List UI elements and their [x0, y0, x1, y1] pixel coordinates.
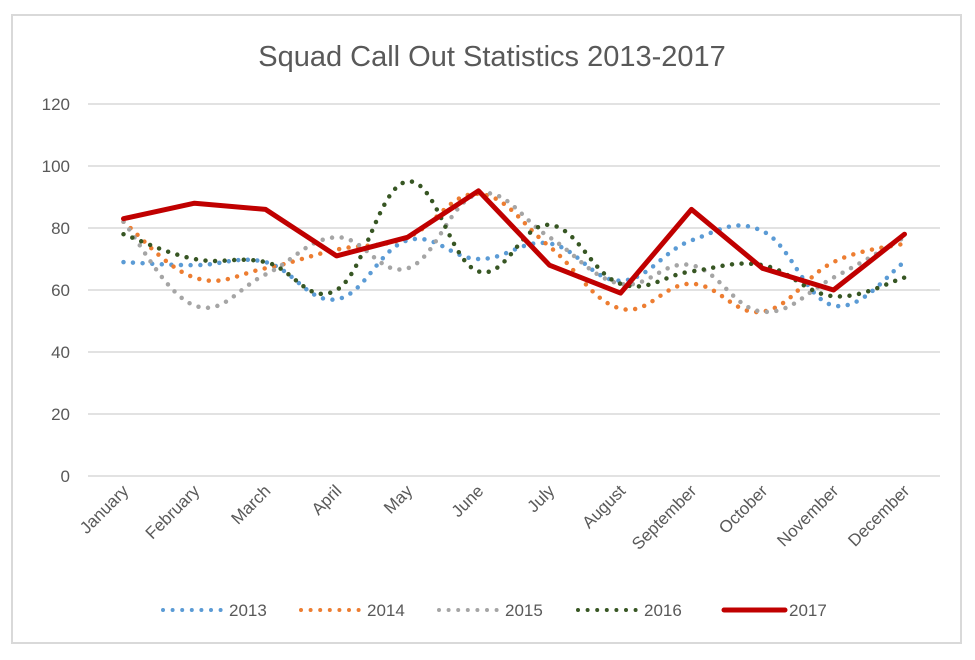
x-axis-ticks: January February March April May June July Augu…: [76, 481, 913, 554]
legend-label: 2013: [229, 601, 267, 620]
series-group: [121, 179, 907, 315]
y-tick-label: 40: [51, 343, 70, 362]
legend: 2013 2014 2015 2016 2017: [161, 601, 827, 620]
x-tick-label: March: [227, 481, 274, 528]
y-tick-label: 100: [42, 157, 70, 176]
x-tick-label: January: [76, 481, 133, 538]
legend-label: 2014: [367, 601, 405, 620]
x-tick-label: November: [773, 481, 842, 550]
y-tick-label: 20: [51, 405, 70, 424]
x-tick-label: July: [524, 481, 559, 516]
chart-title: Squad Call Out Statistics 2013-2017: [258, 41, 726, 73]
series-line-2016: [121, 179, 907, 299]
series-2016: [121, 179, 907, 299]
x-tick-label: December: [844, 481, 913, 550]
series-line-2015: [121, 190, 907, 314]
series-2013: [121, 223, 907, 309]
legend-item-2015: 2015: [437, 601, 543, 620]
legend-label: 2016: [644, 601, 682, 620]
legend-label: 2017: [789, 601, 827, 620]
chart-frame: [11, 14, 962, 644]
x-tick-label: May: [380, 481, 416, 517]
series-line-2017: [121, 188, 907, 296]
x-tick-label: June: [448, 481, 488, 521]
x-tick-label: April: [308, 481, 345, 518]
legend-label: 2015: [505, 601, 543, 620]
x-tick-label: October: [715, 481, 771, 537]
x-tick-label: September: [628, 481, 700, 553]
y-tick-label: 0: [61, 467, 70, 486]
x-tick-label: February: [142, 481, 204, 543]
legend-item-2016: 2016: [576, 601, 682, 620]
legend-item-2013: 2013: [161, 601, 267, 620]
series-2017: [121, 188, 907, 296]
series-line-2013: [121, 223, 907, 309]
y-tick-label: 60: [51, 281, 70, 300]
legend-item-2014: 2014: [299, 601, 405, 620]
y-axis-ticks: 0 20 40 60 80 100 120: [42, 95, 70, 486]
y-tick-label: 80: [51, 219, 70, 238]
x-tick-label: August: [578, 481, 629, 532]
y-tick-label: 120: [42, 95, 70, 114]
legend-item-2017: 2017: [721, 601, 827, 620]
